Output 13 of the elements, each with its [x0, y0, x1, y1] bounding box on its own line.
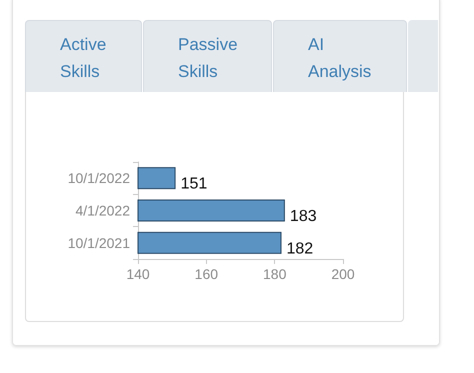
x-tick-label: 200 [331, 266, 355, 282]
data-label: 151 [180, 176, 208, 193]
x-tick-label: 140 [126, 266, 150, 282]
text: AI Analysis [308, 34, 372, 83]
x-tick-label: 160 [194, 266, 218, 282]
data-label: 183 [290, 208, 317, 225]
y-tick-label: 4/1/2022 [76, 202, 130, 218]
text: Passive Skills [178, 34, 239, 83]
y-tick-label: 10/1/2022 [68, 170, 130, 186]
text: Active Skills [60, 34, 108, 83]
y-tick-label: 10/1/2021 [68, 234, 130, 251]
data-label: 182 [286, 240, 314, 258]
x-tick-label: 180 [262, 266, 287, 282]
